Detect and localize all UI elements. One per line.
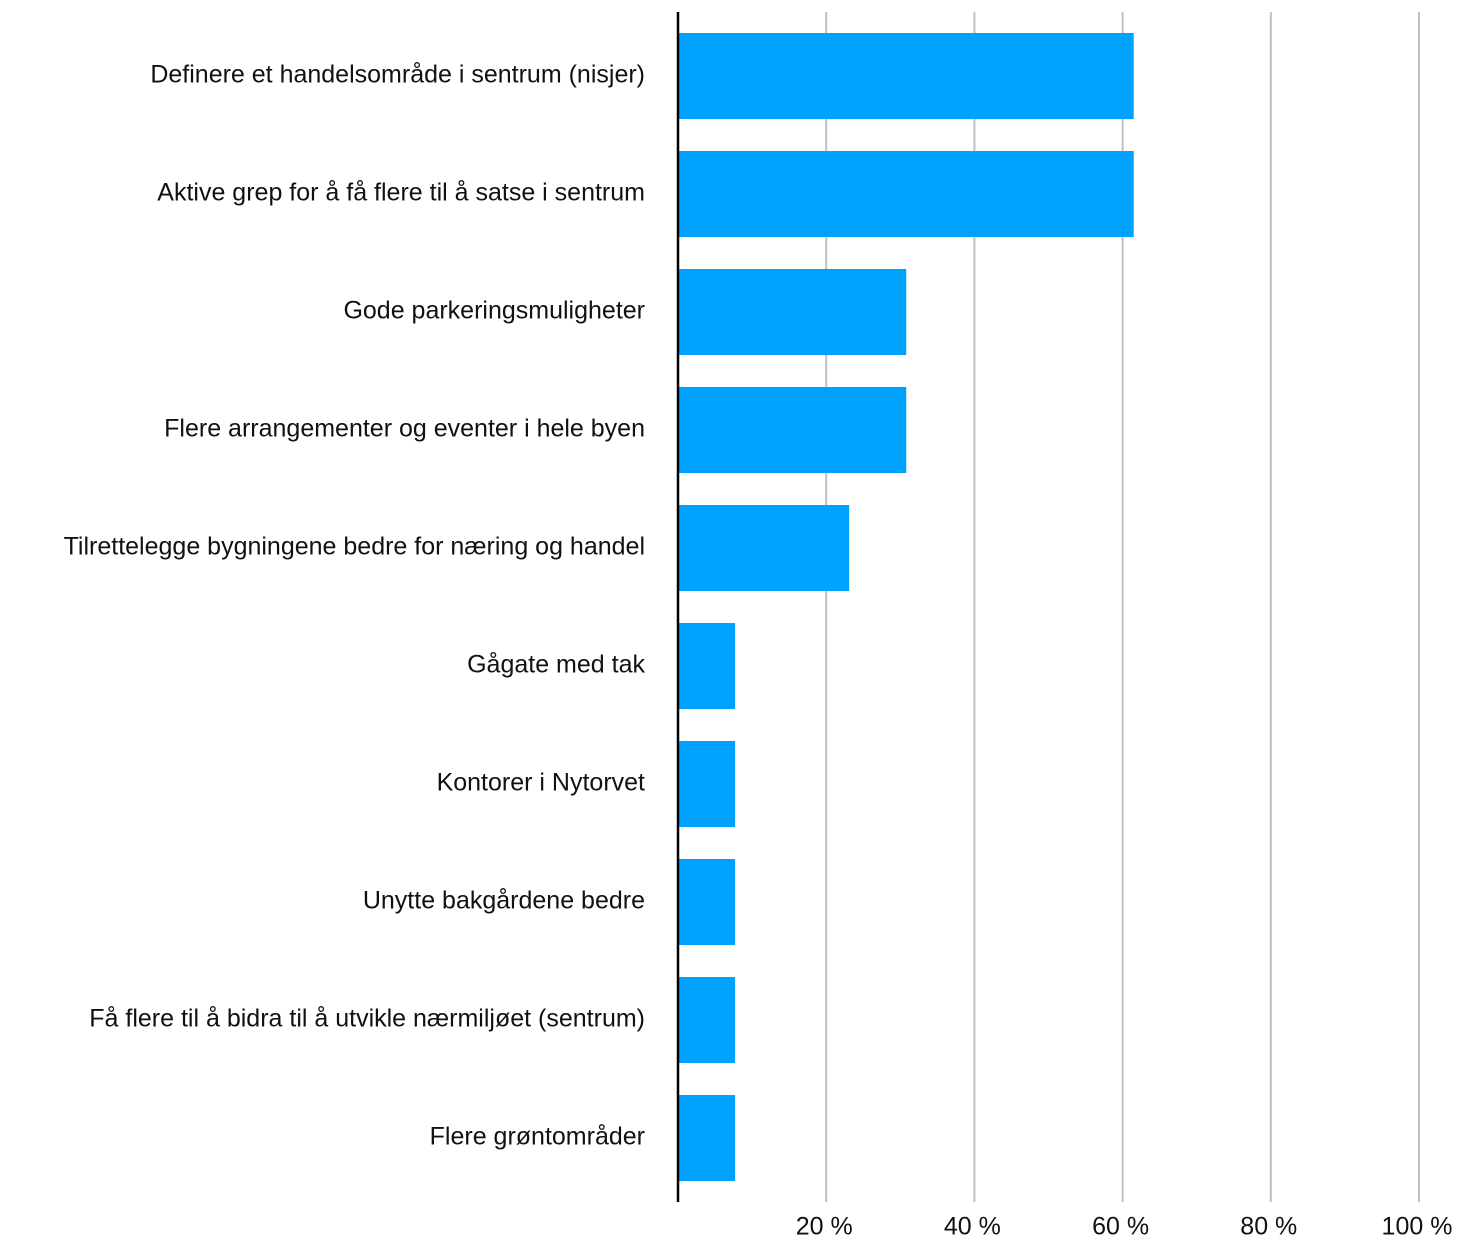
bar-1 — [678, 33, 1134, 119]
bars — [678, 33, 1134, 1181]
category-label-2: Aktive grep for å få flere til å satse i… — [157, 179, 645, 207]
category-labels: Definere et handelsområde i sentrum (nis… — [64, 61, 646, 1151]
bar-8 — [678, 859, 736, 945]
x-tick-labels: 20 % 40 % 60 % 80 % 100 % — [796, 1213, 1453, 1240]
bar-4 — [678, 387, 907, 473]
category-label-4: Flere arrangementer og eventer i hele by… — [164, 415, 645, 443]
bar-10 — [678, 1095, 736, 1181]
bar-3 — [678, 269, 907, 355]
x-tick-label-60: 60 % — [1092, 1213, 1149, 1240]
bar-6 — [678, 623, 736, 709]
category-label-1: Definere et handelsområde i sentrum (nis… — [150, 61, 645, 89]
x-tick-label-100: 100 % — [1382, 1213, 1453, 1240]
category-label-6: Gågate med tak — [467, 651, 645, 679]
category-label-8: Unytte bakgårdene bedre — [363, 887, 645, 915]
x-tick-label-20: 20 % — [796, 1213, 853, 1240]
bar-7 — [678, 741, 736, 827]
category-label-9: Få flere til å bidra til å utvikle nærmi… — [89, 1005, 645, 1033]
x-tick-label-40: 40 % — [944, 1213, 1001, 1240]
category-label-10: Flere grøntområder — [430, 1123, 645, 1151]
bar-5 — [678, 505, 850, 591]
bar-9 — [678, 977, 736, 1063]
category-label-3: Gode parkeringsmuligheter — [343, 297, 645, 325]
category-label-7: Kontorer i Nytorvet — [437, 769, 645, 797]
x-tick-label-80: 80 % — [1240, 1213, 1297, 1240]
bar-2 — [678, 151, 1134, 237]
category-label-5: Tilrettelegge bygningene bedre for nærin… — [64, 533, 645, 561]
